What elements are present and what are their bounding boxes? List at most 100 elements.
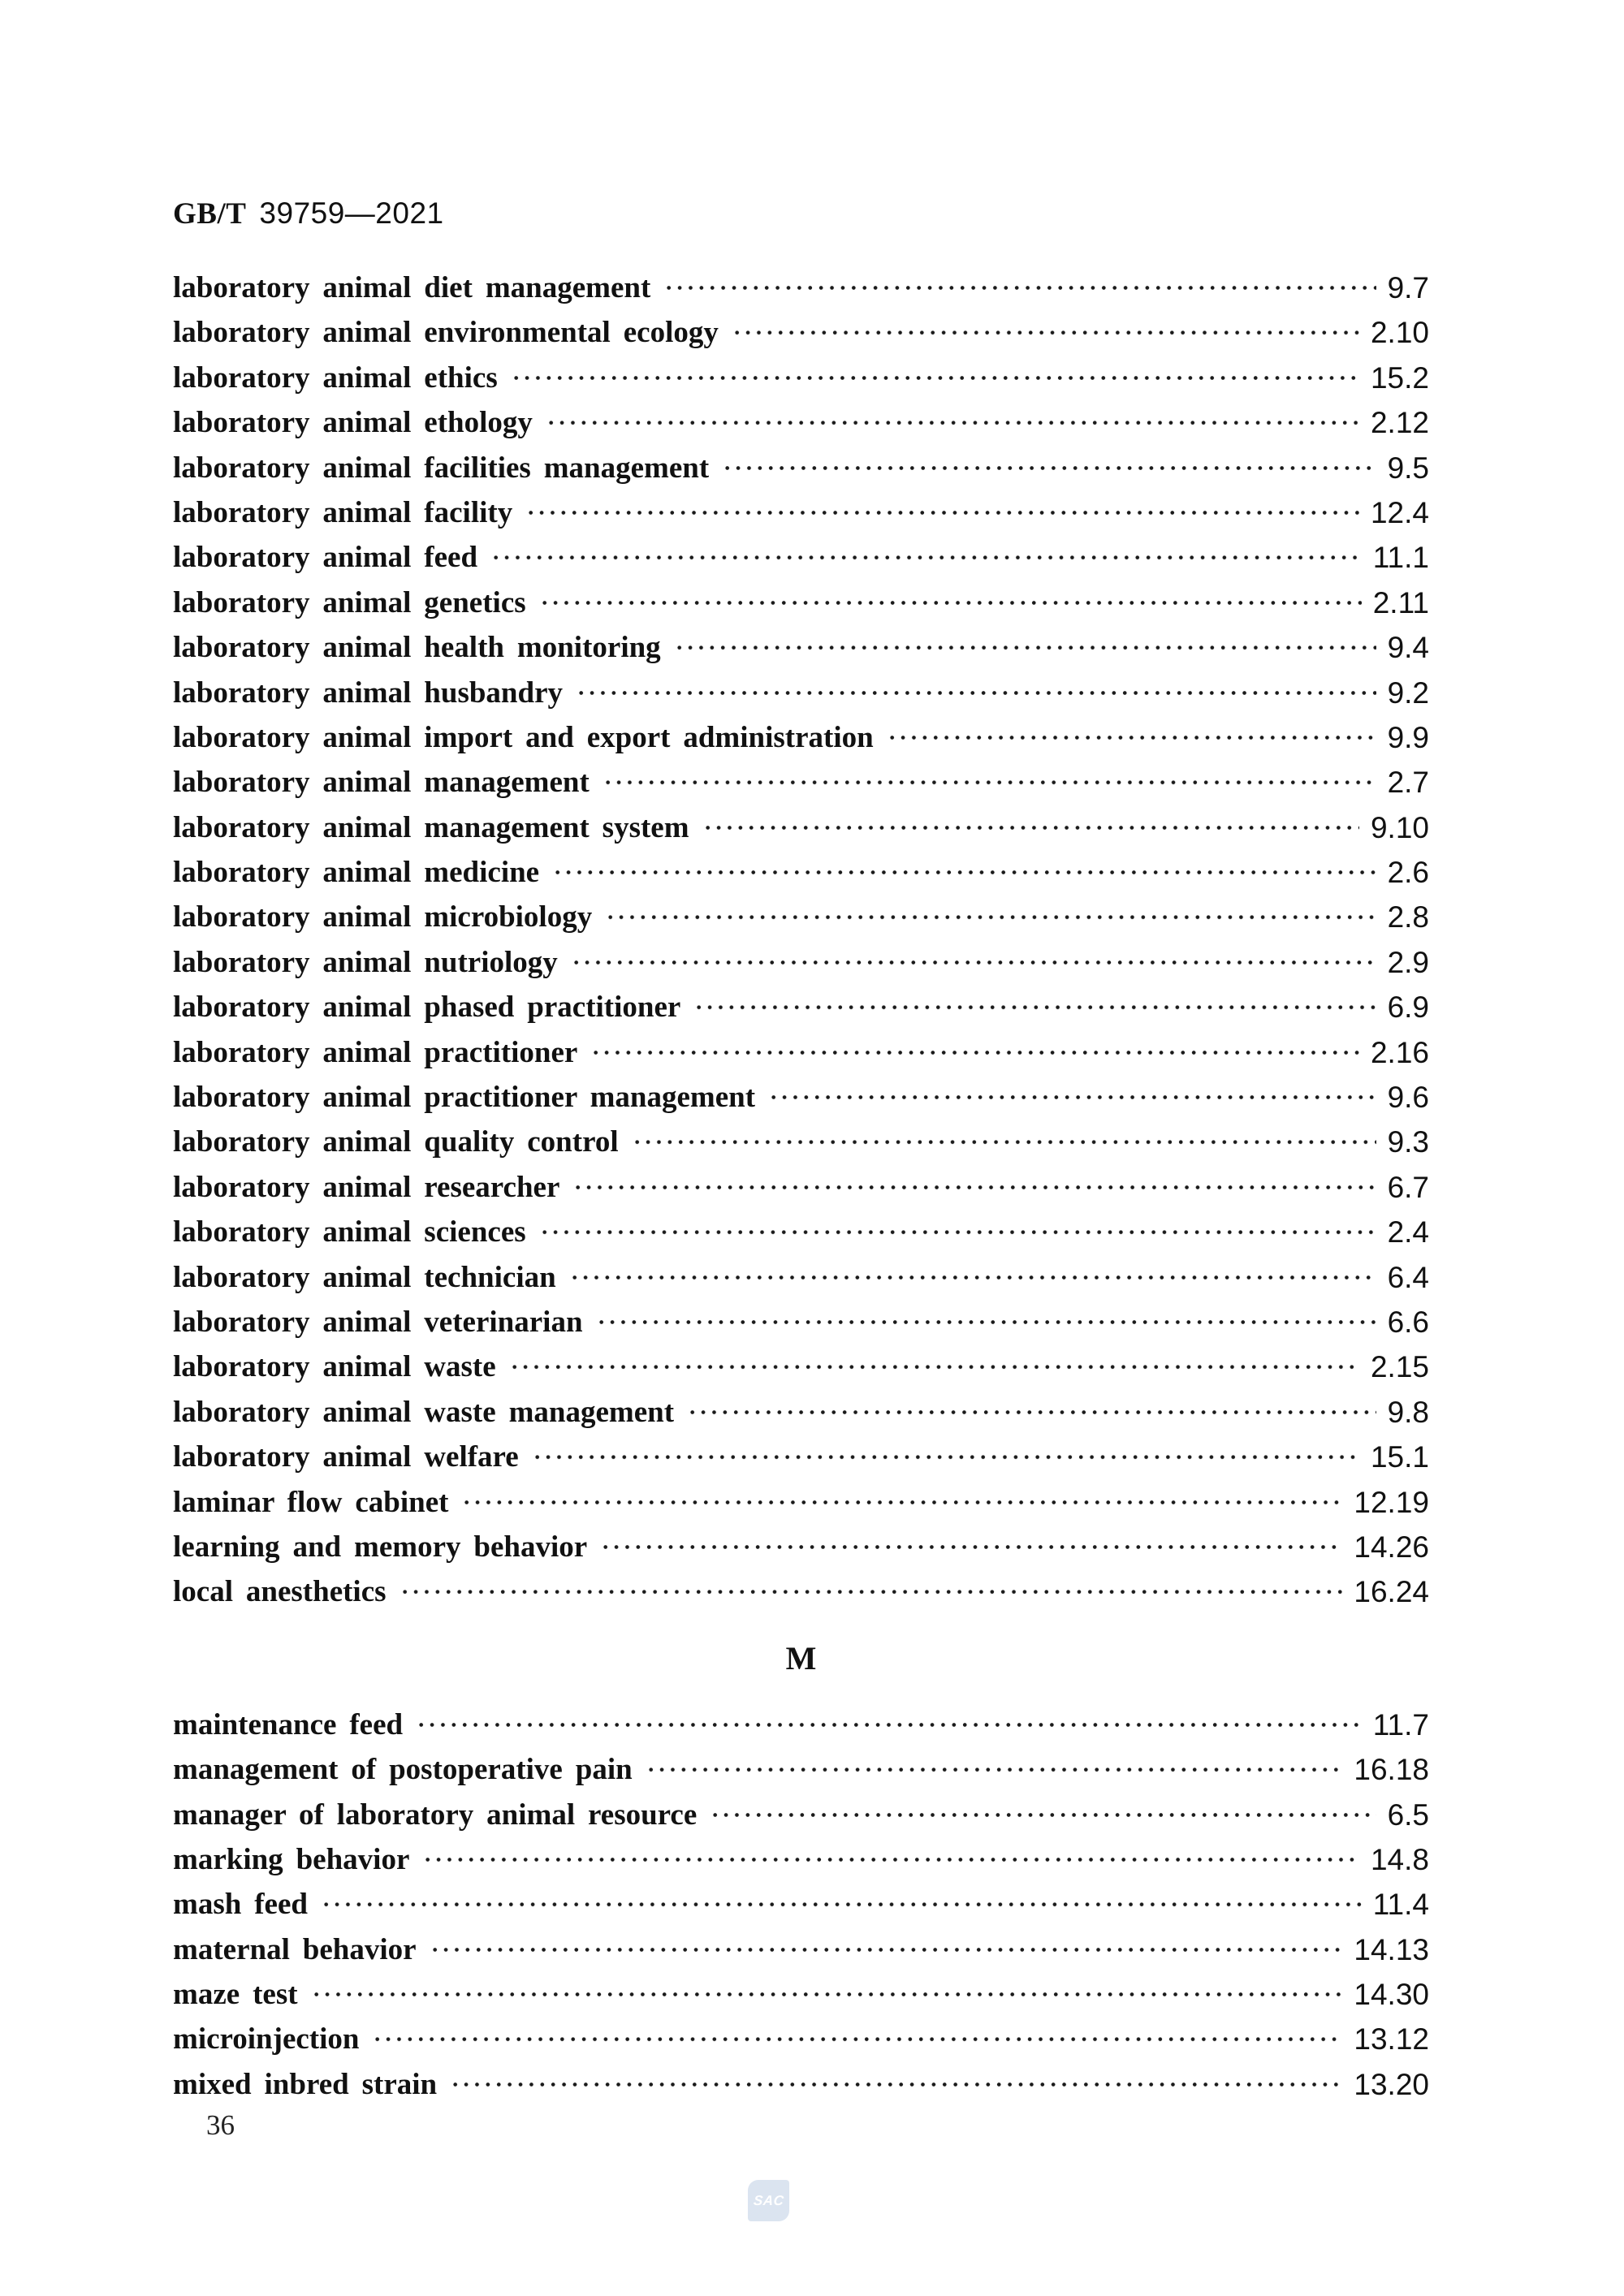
entry-term: laboratory animal sciences (173, 1215, 526, 1249)
entry-ref: 12.19 (1354, 1485, 1429, 1519)
dot-leader (590, 1029, 1359, 1076)
entry-term: laboratory animal researcher (173, 1170, 560, 1204)
entry-term: laboratory animal ethics (173, 360, 498, 395)
entry-ref: 13.12 (1354, 2022, 1429, 2056)
index-entry-row: marking behavior 14.8 (173, 1836, 1429, 1883)
index-entry-row: laboratory animal waste management 9.8 (173, 1389, 1429, 1435)
index-entry-row: microinjection 13.12 (173, 2017, 1429, 2062)
index-entry-row: maze test 14.30 (173, 1972, 1429, 2018)
doc-number: 39759—2021 (259, 196, 444, 230)
index-entry-row: laboratory animal practitioner 2.16 (173, 1029, 1429, 1076)
entry-term: laboratory animal diet management (173, 271, 651, 304)
entry-term: mixed inbred strain (173, 2067, 438, 2101)
entry-ref: 2.11 (1372, 585, 1429, 619)
index-list-l: laboratory animal diet management 9.7 labo… (173, 265, 1429, 1615)
dot-leader (320, 1882, 1362, 1927)
dot-leader (645, 1747, 1343, 1793)
entry-term: laboratory animal management (173, 766, 590, 800)
dot-leader (710, 1792, 1376, 1837)
dot-leader (372, 2017, 1343, 2062)
entry-term: laboratory animal veterinarian (173, 1305, 583, 1339)
index-entry-row: laboratory animal technician 6.4 (173, 1254, 1429, 1300)
index-entry-row: management of postoperative pain 16.18 (173, 1747, 1429, 1793)
index-entry-row: laminar flow cabinet 12.19 (173, 1479, 1429, 1525)
dot-leader (538, 580, 1362, 626)
index-entry-row: laboratory animal facility 12.4 (173, 490, 1429, 536)
entry-term: mash feed (173, 1888, 308, 1922)
entry-term: laboratory animal microbiology (173, 900, 593, 934)
entry-term: laboratory animal facility (173, 495, 513, 529)
entry-term: laboratory animal management system (173, 810, 689, 844)
index-entry-row: mash feed 11.4 (173, 1882, 1429, 1927)
dot-leader (673, 625, 1376, 671)
entry-ref: 2.10 (1370, 316, 1429, 350)
entry-term: maintenance feed (173, 1707, 404, 1741)
entry-ref: 9.6 (1387, 1081, 1429, 1115)
entry-ref: 2.9 (1387, 945, 1429, 979)
entry-term: laboratory animal feed (173, 541, 478, 575)
index-entry-row: maintenance feed 11.7 (173, 1702, 1429, 1748)
index-entry-row: manager of laboratory animal resource 6.5 (173, 1792, 1429, 1837)
entry-term: management of postoperative pain (173, 1753, 633, 1787)
entry-term: laboratory animal medicine (173, 856, 540, 890)
index-entry-row: learning and memory behavior 14.26 (173, 1524, 1429, 1570)
dot-leader (450, 2061, 1343, 2108)
index-entry-row: laboratory animal diet management 9.7 (173, 265, 1429, 311)
entry-ref: 11.4 (1372, 1888, 1429, 1922)
dot-leader (568, 1254, 1376, 1300)
index-entry-row: laboratory animal nutriology 2.9 (173, 939, 1429, 986)
entry-ref: 12.4 (1370, 495, 1429, 529)
dot-leader (722, 445, 1376, 490)
entry-ref: 9.7 (1387, 271, 1429, 304)
dot-leader (416, 1702, 1362, 1748)
index-entry-row: laboratory animal quality control 9.3 (173, 1120, 1429, 1165)
entry-ref: 2.8 (1387, 900, 1429, 934)
entry-ref: 6.6 (1387, 1305, 1429, 1339)
entry-term: maze test (173, 1978, 298, 2012)
index-entry-row: laboratory animal facilities management 9… (173, 445, 1429, 490)
dot-leader (702, 805, 1359, 851)
index-entry-row: laboratory animal environmental ecology 2… (173, 310, 1429, 356)
entry-term: laboratory animal waste management (173, 1395, 675, 1429)
index-entry-row: laboratory animal import and export admi… (173, 714, 1429, 761)
entry-term: learning and memory behavior (173, 1530, 588, 1564)
dot-leader (600, 1524, 1343, 1570)
entry-ref: 14.8 (1370, 1842, 1429, 1876)
dot-leader (510, 355, 1359, 401)
entry-ref: 15.2 (1370, 360, 1429, 395)
dot-leader (399, 1569, 1343, 1615)
doc-code: GB/T (173, 197, 247, 231)
sac-logo-label: SAC (752, 2192, 785, 2208)
dot-leader (631, 1120, 1376, 1165)
dot-leader (602, 760, 1376, 805)
index-entry-row: laboratory animal practitioner managemen… (173, 1075, 1429, 1120)
dot-leader (693, 985, 1376, 1030)
index-list-m: maintenance feed 11.7 management of postop… (173, 1702, 1429, 2108)
section-heading-m: M (785, 1639, 817, 1677)
entry-ref: 13.20 (1354, 2067, 1429, 2101)
entry-term: laboratory animal welfare (173, 1440, 519, 1474)
index-entry-row: mixed inbred strain 13.20 (173, 2061, 1429, 2108)
dot-leader (731, 310, 1359, 356)
entry-term: laboratory animal ethology (173, 406, 533, 440)
dot-leader (429, 1927, 1343, 1973)
dot-leader (768, 1075, 1376, 1120)
entry-ref: 11.7 (1372, 1707, 1429, 1741)
dot-leader (605, 895, 1376, 940)
entry-ref: 9.10 (1370, 810, 1429, 844)
index-entry-row: laboratory animal health monitoring 9.4 (173, 625, 1429, 671)
entry-ref: 2.12 (1370, 406, 1429, 440)
entry-ref: 16.24 (1354, 1575, 1429, 1609)
entry-ref: 9.8 (1387, 1395, 1429, 1429)
dot-leader (310, 1972, 1343, 2018)
page-number: 36 (206, 2109, 235, 2141)
dot-leader (422, 1836, 1359, 1883)
entry-term: laboratory animal health monitoring (173, 631, 661, 665)
index-entry-row: laboratory animal ethics 15.2 (173, 355, 1429, 401)
entry-ref: 14.30 (1354, 1978, 1429, 2012)
entry-ref: 2.4 (1387, 1215, 1429, 1249)
dot-leader (552, 850, 1376, 896)
entry-ref: 6.7 (1387, 1170, 1429, 1204)
entry-ref: 9.5 (1387, 451, 1429, 485)
entry-ref: 6.4 (1387, 1260, 1429, 1294)
